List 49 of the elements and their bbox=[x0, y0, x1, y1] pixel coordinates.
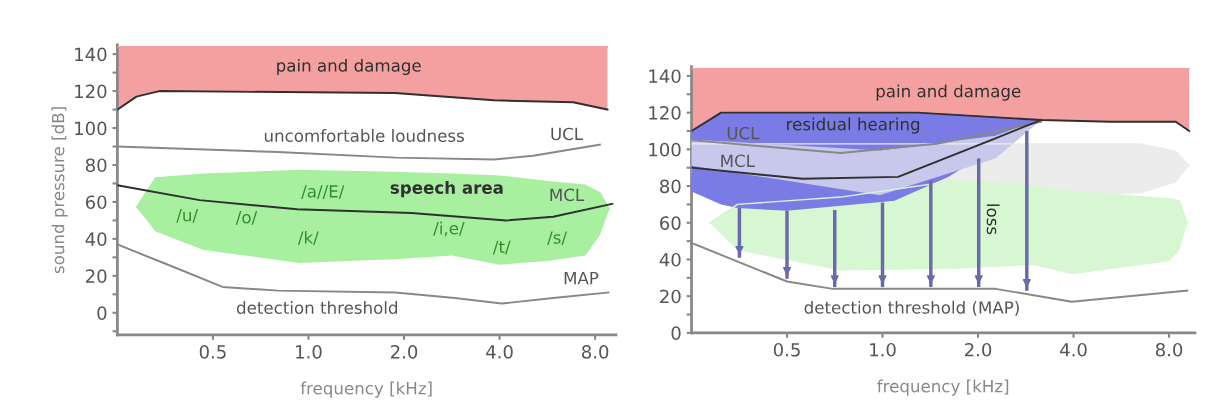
annotation: MAP bbox=[564, 272, 599, 285]
x-axis-title: frequency [kHz] bbox=[300, 381, 432, 398]
y-tick-label: 120 bbox=[649, 106, 681, 120]
y-tick-label: 40 bbox=[659, 252, 681, 267]
y-tick-label: 140 bbox=[75, 47, 107, 62]
x-tick-label: 1.0 bbox=[870, 342, 896, 357]
y-tick-label: 60 bbox=[660, 216, 681, 230]
annotation: loss bbox=[986, 204, 1000, 235]
annotation: detection threshold bbox=[236, 301, 398, 314]
x-tick-label: 0.5 bbox=[773, 342, 800, 357]
x-tick-label: 8.0 bbox=[582, 345, 609, 359]
x-tick-label: 0.5 bbox=[199, 345, 226, 359]
annotation: residual hearing bbox=[787, 117, 920, 134]
annotation: detection threshold (MAP) bbox=[804, 300, 1019, 316]
y-tick-label: 0 bbox=[671, 326, 681, 341]
y-tick-label: 20 bbox=[660, 289, 681, 304]
annotation: /t/ bbox=[492, 240, 511, 255]
annotation: /o/ bbox=[235, 211, 258, 225]
x-tick-label: 1.0 bbox=[296, 345, 322, 359]
annotation: pain and damage bbox=[277, 58, 421, 76]
x-tick-label: 2.0 bbox=[965, 342, 992, 357]
x-tick-label: 2.0 bbox=[390, 345, 418, 359]
y-tick-label: 40 bbox=[85, 232, 107, 247]
annotation: UCL bbox=[551, 127, 584, 141]
x-tick-label: 4.0 bbox=[486, 345, 513, 359]
annotation: speech area bbox=[390, 181, 503, 198]
y-tick-label: 60 bbox=[85, 195, 107, 210]
annotation: MCL bbox=[550, 188, 585, 202]
y-tick-label: 0 bbox=[97, 306, 107, 320]
annotation: /u/ bbox=[176, 209, 199, 223]
annotation: /i,e/ bbox=[433, 221, 465, 237]
annotation: /k/ bbox=[297, 230, 319, 246]
x-tick-label: 8.0 bbox=[1155, 342, 1183, 357]
y-tick-label: 100 bbox=[649, 142, 681, 157]
x-tick-label: 4.0 bbox=[1060, 342, 1087, 357]
annotation: uncomfortable loudness bbox=[264, 129, 464, 142]
x-axis-title: frequency [kHz] bbox=[877, 379, 1009, 396]
y-tick-label: 100 bbox=[75, 121, 107, 136]
y-axis-title: sound pressure [dB] bbox=[51, 107, 68, 274]
annotation: /a//E/ bbox=[301, 185, 345, 199]
annotation: UCL bbox=[727, 126, 760, 140]
y-tick-label: 20 bbox=[86, 269, 107, 283]
y-tick-label: 80 bbox=[660, 179, 681, 194]
y-tick-label: 140 bbox=[649, 69, 681, 84]
annotation: /s/ bbox=[547, 231, 568, 246]
annotation: pain and damage bbox=[876, 84, 1021, 101]
annotation: MCL bbox=[721, 154, 755, 168]
y-tick-label: 120 bbox=[75, 84, 107, 99]
y-tick-label: 80 bbox=[85, 158, 107, 173]
